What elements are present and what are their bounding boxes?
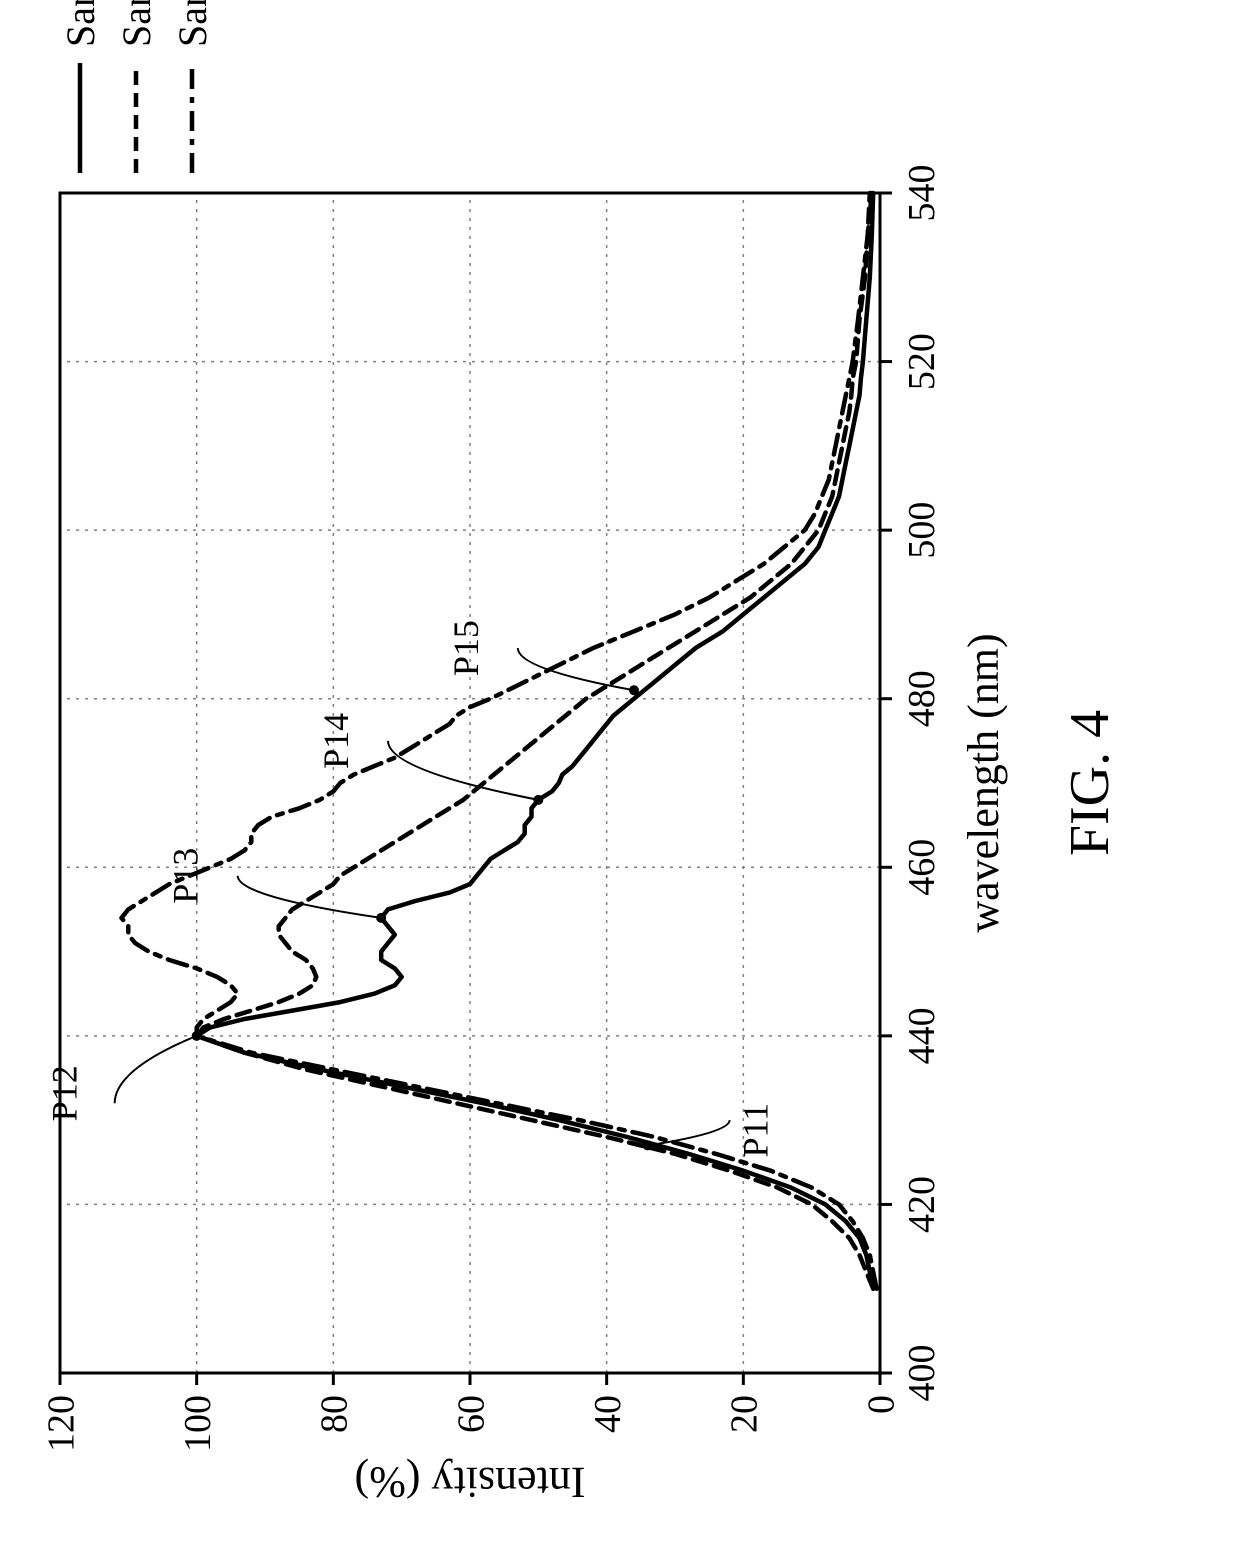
annotation-P11: P11 (736, 1103, 776, 1158)
chart-figure: 400 420 440 460 480 500 520 540 0 20 40 60 80 100 120 w… (0, 0, 1240, 1543)
x-tick-label: 520 (901, 333, 943, 390)
x-tick-label: 480 (901, 670, 943, 727)
x-tick-label: 420 (901, 1176, 943, 1233)
x-tick-label: 460 (901, 839, 943, 896)
y-axis-label: Intensity (%) (355, 1458, 586, 1507)
annotation-P14: P14 (316, 713, 356, 769)
y-tick-label: 20 (724, 1395, 766, 1433)
y-tick-label: 100 (177, 1395, 219, 1452)
y-tick-label: 40 (587, 1395, 629, 1433)
y-tick-label: 60 (450, 1395, 492, 1433)
legend-label-s2: Sample 2 (114, 0, 159, 47)
page: 400 420 440 460 480 500 520 540 0 20 40 60 80 100 120 w… (0, 0, 1240, 1543)
annotation-P15: P15 (446, 620, 486, 676)
x-axis-label: wavelength (nm) (959, 633, 1008, 932)
chart-rotated-group: 400 420 440 460 480 500 520 540 0 20 40 60 80 100 120 w… (0, 0, 1240, 1543)
annotation-dot (376, 913, 386, 923)
y-tick-label: 0 (860, 1395, 902, 1414)
annotation-dot (629, 685, 639, 695)
legend-label-s1: Sample 1 (58, 0, 103, 47)
annotation-P12: P12 (45, 1065, 85, 1121)
x-tick-label: 540 (901, 165, 943, 222)
y-tick-label: 80 (314, 1395, 356, 1433)
annotation-dot (192, 1031, 202, 1041)
legend-label-s3: Sample 3 (170, 0, 215, 47)
x-tick-label: 500 (901, 502, 943, 559)
annotation-P13: P13 (166, 848, 206, 904)
chart-bg (0, 0, 1240, 1543)
x-tick-label: 440 (901, 1007, 943, 1064)
annotation-dot (533, 795, 543, 805)
annotation-dot (643, 1140, 653, 1150)
x-tick-label: 400 (901, 1345, 943, 1402)
y-tick-label: 120 (40, 1395, 82, 1452)
figure-label-svg: FIG. 4 (1059, 710, 1121, 856)
